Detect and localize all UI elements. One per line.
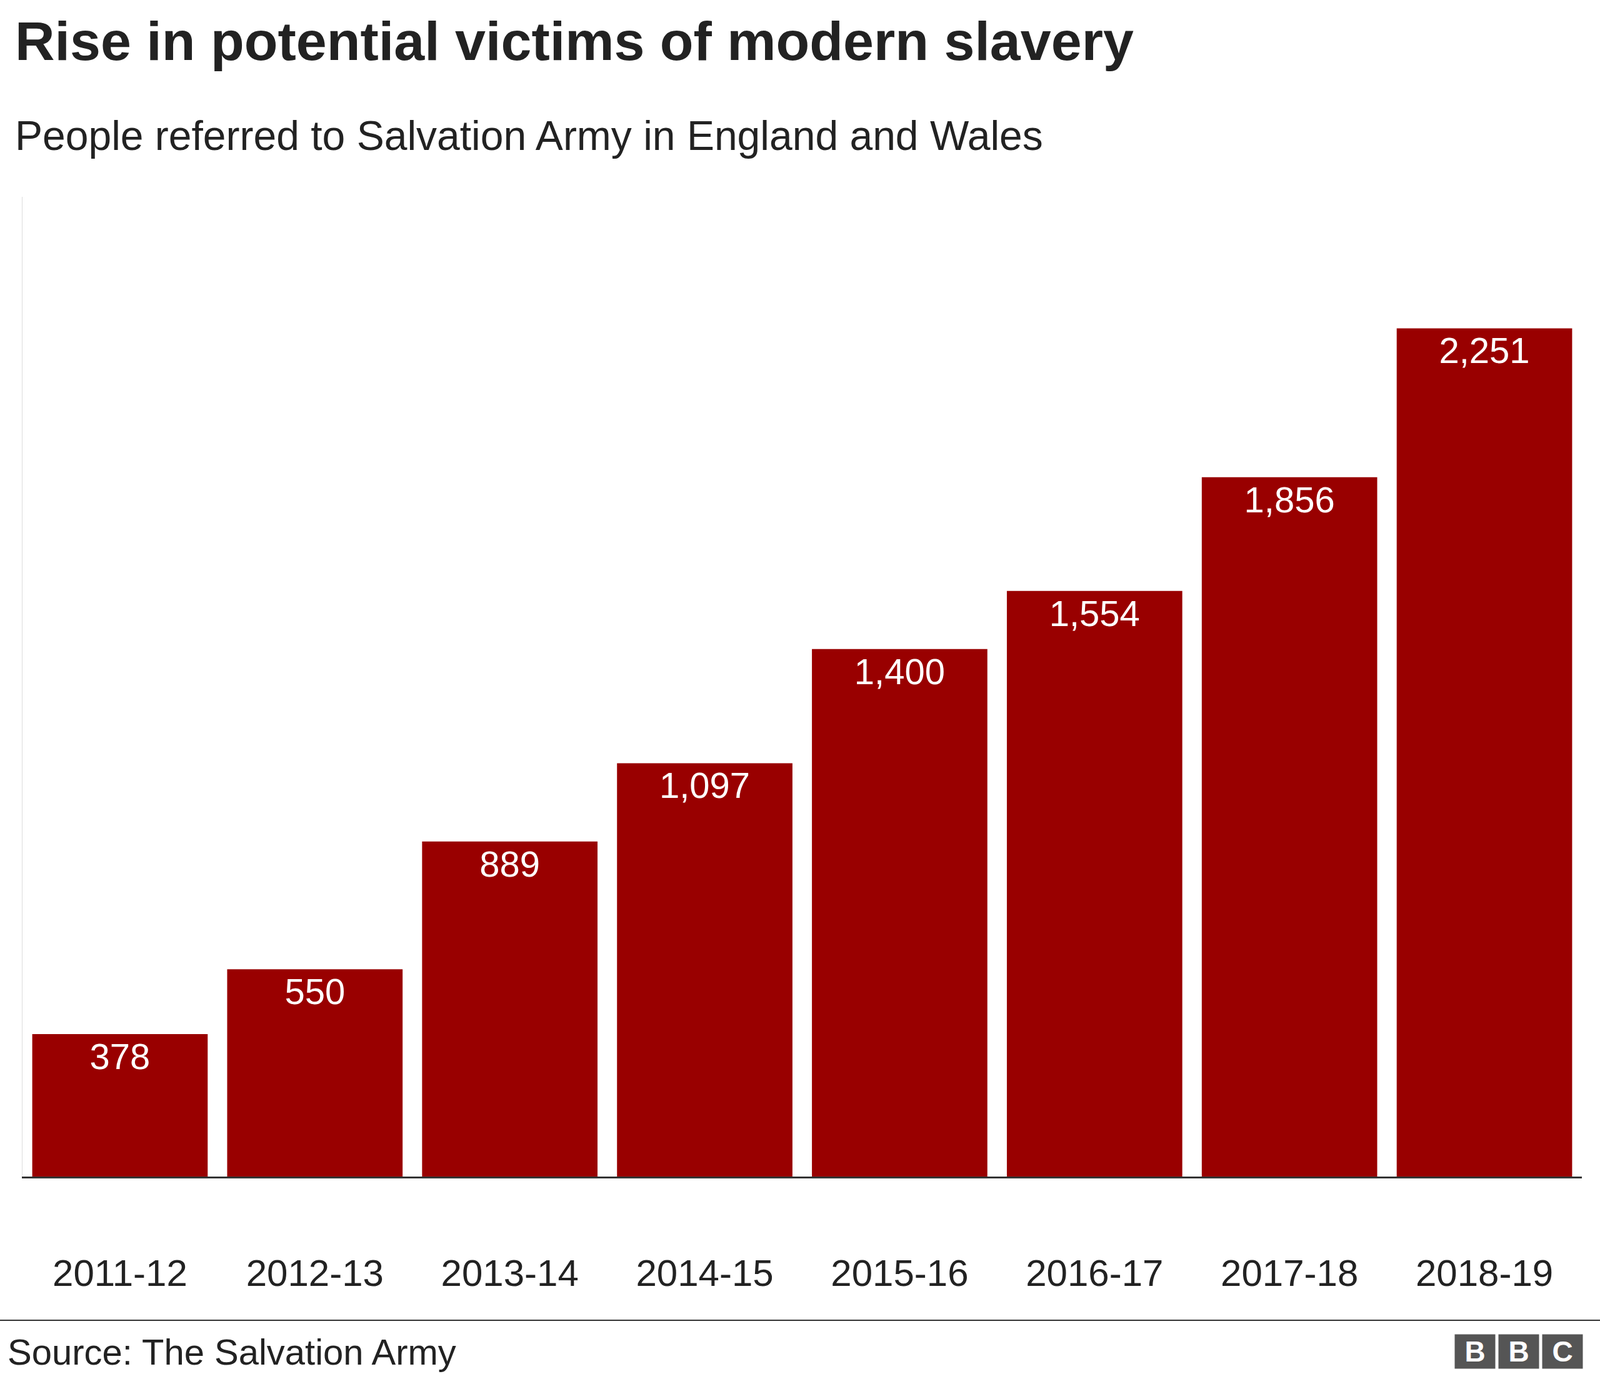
- svg-text:1,097: 1,097: [659, 765, 750, 806]
- svg-text:2012-13: 2012-13: [246, 1252, 384, 1295]
- svg-text:2013-14: 2013-14: [441, 1252, 579, 1295]
- svg-text:550: 550: [284, 971, 345, 1012]
- svg-text:1,856: 1,856: [1244, 479, 1335, 520]
- svg-text:378: 378: [90, 1036, 151, 1077]
- svg-text:C: C: [1551, 1335, 1573, 1369]
- svg-text:B: B: [1508, 1335, 1529, 1369]
- svg-text:People referred to Salvation A: People referred to Salvation Army in Eng…: [15, 112, 1044, 159]
- svg-text:2011-12: 2011-12: [52, 1252, 188, 1295]
- svg-text:2,251: 2,251: [1438, 330, 1530, 371]
- svg-text:2018-19: 2018-19: [1415, 1252, 1554, 1295]
- svg-text:2015-16: 2015-16: [830, 1252, 969, 1295]
- svg-text:2014-15: 2014-15: [635, 1252, 774, 1295]
- svg-text:1,554: 1,554: [1049, 593, 1140, 634]
- svg-text:1,400: 1,400: [854, 651, 945, 692]
- svg-text:2017-18: 2017-18: [1220, 1252, 1359, 1295]
- svg-text:889: 889: [479, 843, 540, 885]
- svg-text:Source: The Salvation Army: Source: The Salvation Army: [7, 1331, 457, 1373]
- svg-text:B: B: [1464, 1335, 1485, 1369]
- svg-text:Rise in potential victims of m: Rise in potential victims of modern slav…: [15, 10, 1134, 72]
- svg-text:2016-17: 2016-17: [1025, 1252, 1164, 1295]
